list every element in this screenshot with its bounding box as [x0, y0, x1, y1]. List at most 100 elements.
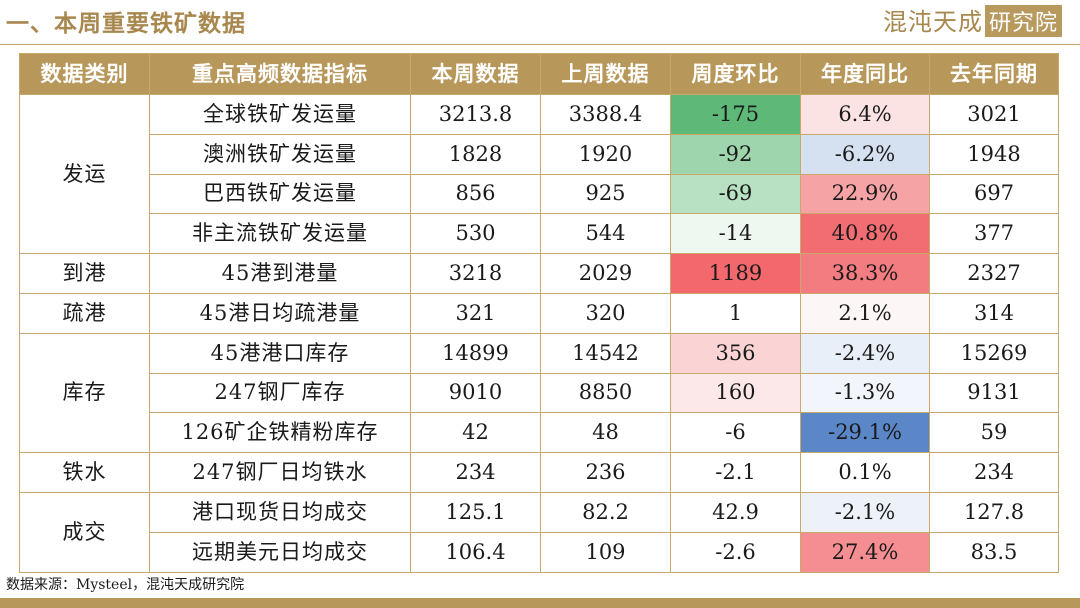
indicator-cell: 全球铁矿发运量: [149, 94, 411, 135]
indicator-cell: 巴西铁矿发运量: [149, 173, 411, 215]
wow-change-cell: 1: [670, 292, 801, 334]
last-year-cell: 1948: [929, 133, 1059, 175]
this-week-cell: 234: [410, 452, 541, 493]
category-cell: 到港: [19, 253, 150, 294]
yoy-change-cell: -2.4%: [800, 332, 930, 374]
last-week-cell: 82.2: [540, 491, 671, 533]
brand-logo: 混沌天成 研究院: [883, 2, 1062, 37]
wow-change-cell: -2.6: [670, 531, 801, 573]
this-week-cell: 1828: [410, 133, 541, 175]
last-week-cell: 925: [540, 173, 671, 215]
yoy-change-cell: 27.4%: [800, 531, 930, 573]
last-week-cell: 48: [540, 412, 671, 454]
indicator-cell: 247钢厂库存: [149, 372, 411, 414]
iron-ore-data-table: 数据类别 重点高频数据指标 本周数据 上周数据 周度环比 年度同比 去年同期 发…: [19, 53, 1059, 573]
wow-change-cell: -6: [670, 412, 801, 454]
indicator-cell: 45港港口库存: [149, 332, 411, 374]
wow-change-cell: 356: [670, 332, 801, 374]
category-cell: 铁水: [19, 452, 150, 493]
table-row: 远期美元日均成交 106.4 109 -2.6 27.4% 83.5: [20, 531, 1059, 573]
wow-change-cell: -175: [670, 94, 801, 135]
indicator-cell: 126矿企铁精粉库存: [149, 412, 411, 454]
table-row: 247钢厂库存 9010 8850 160 -1.3% 9131: [20, 372, 1059, 414]
this-week-cell: 3213.8: [410, 94, 541, 135]
last-year-cell: 377: [929, 213, 1059, 255]
indicator-cell: 247钢厂日均铁水: [149, 452, 411, 493]
table-row: 非主流铁矿发运量 530 544 -14 40.8% 377: [20, 213, 1059, 255]
indicator-cell: 45港到港量: [149, 253, 411, 294]
this-week-cell: 530: [410, 213, 541, 255]
column-header: 数据类别: [19, 53, 150, 95]
indicator-cell: 45港日均疏港量: [149, 292, 411, 334]
last-week-cell: 109: [540, 531, 671, 573]
wow-change-cell: -92: [670, 133, 801, 175]
header-divider: [0, 44, 1080, 45]
table-body: 发运 全球铁矿发运量 3213.8 3388.4 -175 6.4% 3021 澳洲铁矿发运量…: [19, 93, 1059, 573]
this-week-cell: 856: [410, 173, 541, 215]
last-year-cell: 697: [929, 173, 1059, 215]
column-header: 去年同期: [929, 53, 1059, 95]
last-week-cell: 320: [540, 292, 671, 334]
wow-change-cell: 42.9: [670, 491, 801, 533]
table-row: 疏港 45港日均疏港量 321 320 1 2.1% 314: [19, 292, 1059, 334]
indicator-cell: 非主流铁矿发运量: [149, 213, 411, 255]
yoy-change-cell: 22.9%: [800, 173, 930, 215]
page-title: 一、本周重要铁矿数据: [6, 10, 246, 37]
last-year-cell: 3021: [929, 94, 1059, 135]
yoy-change-cell: -29.1%: [800, 412, 930, 454]
last-year-cell: 83.5: [929, 531, 1059, 573]
last-week-cell: 14542: [540, 332, 671, 374]
yoy-change-cell: -6.2%: [800, 133, 930, 175]
category-cell: 发运: [19, 93, 150, 255]
last-year-cell: 2327: [929, 253, 1059, 294]
this-week-cell: 9010: [410, 372, 541, 414]
wow-change-cell: -14: [670, 213, 801, 255]
last-year-cell: 59: [929, 412, 1059, 454]
column-header: 周度环比: [670, 53, 801, 95]
column-header: 重点高频数据指标: [149, 53, 411, 95]
logo-text: 混沌天成: [882, 8, 983, 36]
column-header: 本周数据: [410, 53, 541, 95]
last-week-cell: 1920: [540, 133, 671, 175]
last-year-cell: 127.8: [929, 491, 1059, 533]
last-year-cell: 234: [929, 452, 1059, 493]
table-row: 成交 港口现货日均成交 125.1 82.2 42.9 -2.1% 127.8: [19, 491, 1059, 573]
last-week-cell: 3388.4: [540, 94, 671, 135]
category-cell: 库存: [19, 332, 150, 454]
data-source-note: 数据来源：Mysteel，混沌天成研究院: [6, 577, 245, 593]
column-header: 年度同比: [800, 53, 930, 95]
wow-change-cell: 160: [670, 372, 801, 414]
indicator-cell: 澳洲铁矿发运量: [149, 133, 411, 175]
indicator-cell: 港口现货日均成交: [149, 491, 411, 533]
this-week-cell: 125.1: [410, 491, 541, 533]
table-row: 巴西铁矿发运量 856 925 -69 22.9% 697: [20, 173, 1059, 215]
bottom-bar: [0, 598, 1080, 608]
yoy-change-cell: -1.3%: [800, 372, 930, 414]
yoy-change-cell: 40.8%: [800, 213, 930, 255]
wow-change-cell: -69: [670, 173, 801, 215]
last-year-cell: 15269: [929, 332, 1059, 374]
last-week-cell: 2029: [540, 253, 671, 294]
yoy-change-cell: 38.3%: [800, 253, 930, 294]
last-year-cell: 9131: [929, 372, 1059, 414]
table-row: 库存 45港港口库存 14899 14542 356 -2.4% 15269: [19, 332, 1059, 454]
table-row: 到港 45港到港量 3218 2029 1189 38.3% 2327: [19, 253, 1059, 294]
table-header-row: 数据类别 重点高频数据指标 本周数据 上周数据 周度环比 年度同比 去年同期: [19, 53, 1059, 95]
last-year-cell: 314: [929, 292, 1059, 334]
this-week-cell: 321: [410, 292, 541, 334]
indicator-cell: 远期美元日均成交: [149, 531, 411, 573]
wow-change-cell: -2.1: [670, 452, 801, 493]
yoy-change-cell: 0.1%: [800, 452, 930, 493]
last-week-cell: 8850: [540, 372, 671, 414]
this-week-cell: 106.4: [410, 531, 541, 573]
table-row: 126矿企铁精粉库存 42 48 -6 -29.1% 59: [20, 412, 1059, 454]
yoy-change-cell: 6.4%: [800, 94, 930, 135]
category-cell: 成交: [19, 491, 150, 573]
last-week-cell: 544: [540, 213, 671, 255]
category-cell: 疏港: [19, 292, 150, 334]
yoy-change-cell: 2.1%: [800, 292, 930, 334]
this-week-cell: 42: [410, 412, 541, 454]
last-week-cell: 236: [540, 452, 671, 493]
this-week-cell: 14899: [410, 332, 541, 374]
table-row: 铁水 247钢厂日均铁水 234 236 -2.1 0.1% 234: [19, 452, 1059, 493]
